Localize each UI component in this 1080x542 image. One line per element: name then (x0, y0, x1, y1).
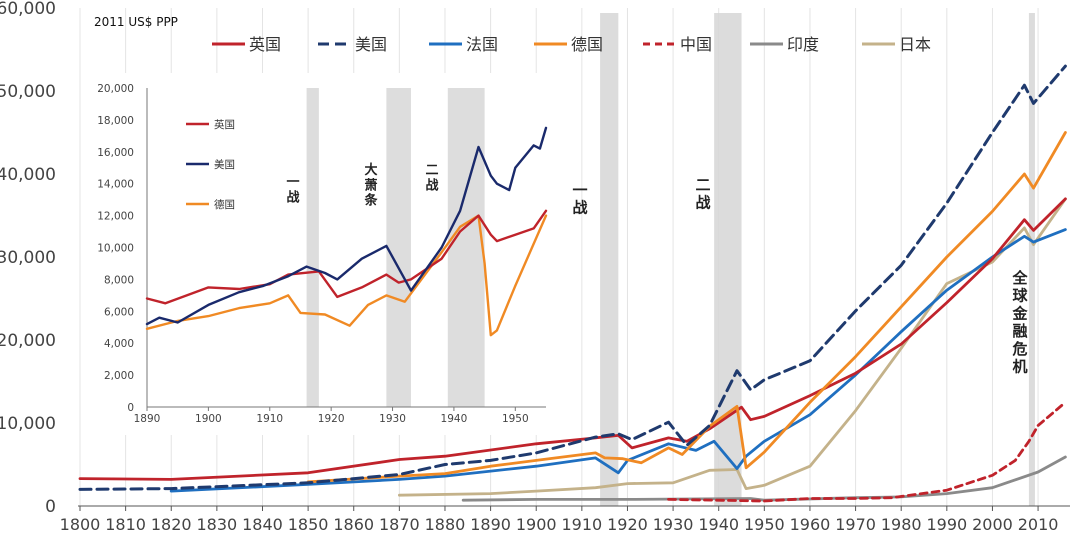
main-x-tick-label: 1820 (151, 515, 192, 534)
legend-label: 英国 (249, 35, 281, 54)
legend-label: 日本 (899, 35, 931, 54)
main-y-tick-label: 10,000 (0, 414, 56, 434)
main-x-tick-label: 1960 (790, 515, 831, 534)
series-line-0 (78, 197, 1067, 481)
inset-y-tick-label: 2,000 (104, 370, 134, 382)
main-x-tick-label: 1890 (470, 515, 511, 534)
main-x-tick-label: 1810 (105, 515, 146, 534)
main-x-tick-label: 1920 (607, 515, 648, 534)
main-y-tick-label: 50,000 (0, 82, 56, 102)
period-label-ww1: 一战 (572, 181, 587, 217)
inset-period-label-depression: 大萧条 (364, 162, 378, 209)
series-line-2 (169, 228, 1067, 493)
main-x-tick-label: 1970 (835, 515, 876, 534)
main-x-tick-label: 1800 (60, 515, 101, 534)
inset-series-line-1 (145, 126, 548, 326)
inset-legend-label: 美国 (214, 158, 235, 171)
main-x-tick-label: 1880 (425, 515, 466, 534)
period-label-gfc: 全球金融危机 (1011, 269, 1028, 376)
inset-x-tick-label: 1920 (318, 413, 345, 425)
shaded-period (600, 13, 619, 506)
inset-period-label-ww2: 二战 (425, 163, 438, 193)
inset-x-tick-label: 1930 (379, 413, 406, 425)
inset-y-tick-label: 18,000 (97, 115, 134, 127)
main-y-tick-label: 60,000 (0, 0, 56, 19)
inset-x-tick-label: 1900 (195, 413, 222, 425)
main-x-tick-label: 1840 (242, 515, 283, 534)
inset-x-tick-label: 1890 (134, 413, 161, 425)
legend-label: 德国 (571, 35, 603, 54)
inset-x-tick-label: 1910 (256, 413, 283, 425)
main-x-tick-label: 1950 (744, 515, 785, 534)
inset-y-tick-label: 16,000 (97, 147, 134, 159)
main-y-tick-label: 20,000 (0, 331, 56, 351)
inset-y-tick-label: 14,000 (97, 179, 134, 191)
main-x-tick-label: 1830 (197, 515, 238, 534)
inset-legend-label: 英国 (214, 118, 235, 131)
inset-period-label-ww1: 一战 (286, 175, 299, 205)
inset-shaded-period (306, 88, 319, 407)
legend-label: 中国 (680, 35, 712, 54)
inset-series-line-0 (145, 209, 548, 305)
inset-y-tick-label: 10,000 (97, 243, 134, 255)
inset-y-tick-label: 12,000 (97, 211, 134, 223)
inset-y-tick-label: 0 (127, 402, 134, 414)
period-label-ww2: 二战 (695, 176, 710, 212)
inset-shaded-period (447, 88, 485, 407)
series-line-4 (667, 400, 1067, 503)
inset-x-tick-label: 1940 (441, 413, 468, 425)
main-x-tick-label: 1930 (653, 515, 694, 534)
main-x-tick-label: 1910 (561, 515, 602, 534)
inset-shaded-period (386, 88, 411, 407)
main-x-tick-label: 1990 (926, 515, 967, 534)
inset-y-tick-label: 6,000 (104, 306, 134, 318)
legend-label: 法国 (466, 35, 498, 54)
inset-series-line-2 (145, 214, 548, 337)
series-line-6 (397, 197, 1067, 497)
main-x-tick-label: 1980 (881, 515, 922, 534)
legend-label: 印度 (787, 35, 819, 54)
main-y-tick-label: 30,000 (0, 248, 56, 268)
inset-y-tick-label: 20,000 (97, 83, 134, 95)
main-x-tick-label: 1850 (288, 515, 329, 534)
inset-legend-label: 德国 (214, 198, 235, 211)
main-x-tick-label: 2000 (972, 515, 1013, 534)
shaded-period (1028, 13, 1035, 506)
main-x-tick-label: 1860 (333, 515, 374, 534)
main-x-tick-label: 1870 (379, 515, 420, 534)
shaded-period (714, 13, 742, 506)
main-x-tick-label: 1940 (698, 515, 739, 534)
inset-y-tick-label: 4,000 (104, 338, 134, 350)
legend-label: 美国 (355, 35, 387, 54)
main-x-tick-label: 1900 (516, 515, 557, 534)
main-y-tick-label: 40,000 (0, 165, 56, 185)
main-y-tick-label: 0 (45, 497, 56, 517)
inset-x-tick-label: 1950 (502, 413, 529, 425)
unit-label: 2011 US$ PPP (94, 15, 178, 29)
main-x-tick-label: 2010 (1018, 515, 1059, 534)
series-line-1 (78, 64, 1067, 491)
inset-y-tick-label: 8,000 (104, 274, 134, 286)
inset-chart: 一战 大萧条 二战 0 2,000 4,000 6,000 8,000 10,000 12,000… (90, 73, 550, 435)
